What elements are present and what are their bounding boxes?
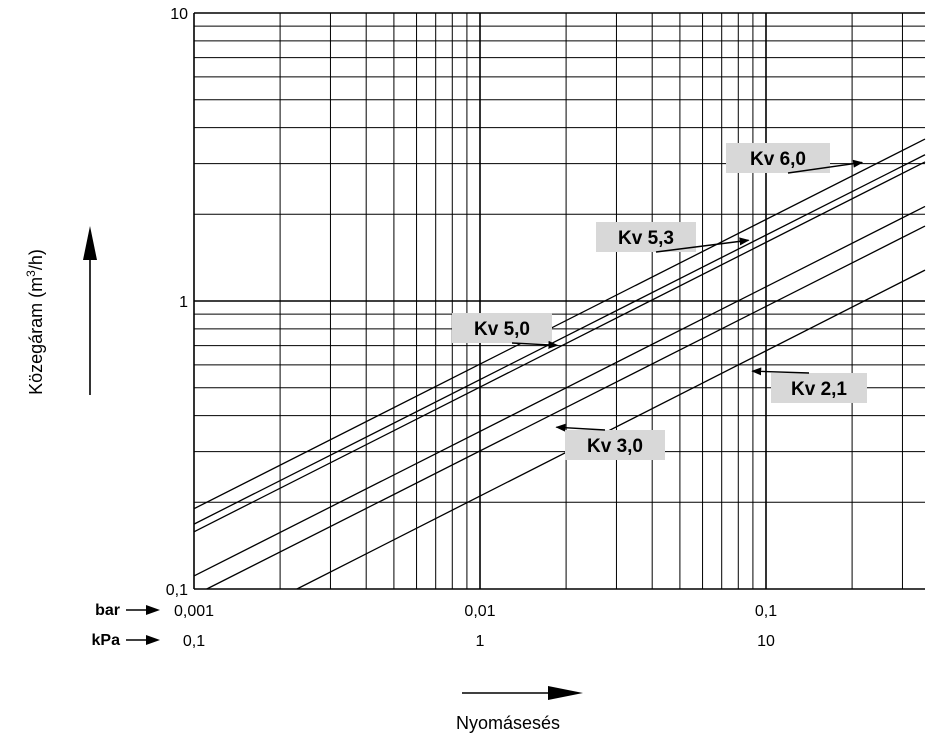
x-axis-arrowhead-icon bbox=[548, 686, 583, 700]
series-label-pointer-icon bbox=[751, 367, 810, 376]
series-line bbox=[296, 269, 926, 590]
series-label-box bbox=[726, 143, 830, 173]
series-label-pointer-icon bbox=[787, 159, 864, 174]
series-label-box bbox=[565, 430, 665, 460]
x-axis-unit-arrowhead-icon bbox=[146, 605, 160, 615]
series-label-pointer-icon bbox=[655, 237, 750, 253]
x-axis-unit-label: bar bbox=[95, 602, 120, 619]
x-tick-label: 10 bbox=[757, 633, 775, 650]
series-label-box bbox=[771, 373, 867, 403]
series-label-box bbox=[452, 313, 552, 343]
series-label-pointer-icon bbox=[511, 340, 559, 349]
series-label-box bbox=[596, 222, 696, 252]
series-lines bbox=[193, 138, 926, 590]
series-line bbox=[193, 161, 926, 533]
series-label-pointer-icon bbox=[555, 423, 606, 432]
grid-lines bbox=[193, 12, 925, 590]
y-axis-title-group: Közegáram (m3/h) bbox=[24, 226, 97, 395]
x-axis-title-group: Nyomásesés bbox=[456, 686, 583, 733]
series-line bbox=[193, 205, 926, 577]
series-label: Kv 5,3 bbox=[618, 228, 674, 249]
x-tick-label: 0,1 bbox=[755, 603, 777, 620]
series-label: Kv 5,0 bbox=[474, 319, 530, 340]
series-label: Kv 6,0 bbox=[750, 149, 806, 170]
y-tick-label: 10 bbox=[170, 6, 188, 23]
x-axis-unit-label: kPa bbox=[92, 632, 121, 649]
series-line bbox=[206, 225, 926, 590]
x-tick-label: 0,1 bbox=[183, 633, 205, 650]
series-line bbox=[193, 154, 926, 525]
series-label: Kv 2,1 bbox=[791, 379, 847, 400]
y-tick-labels: 10 1 0,1 bbox=[166, 6, 188, 599]
series-callouts: Kv 6,0 Kv 5,3 Kv 5,0 Kv 3,0 Kv 2,1 bbox=[452, 143, 867, 460]
x-axis-unit-arrowhead-icon bbox=[146, 635, 160, 645]
y-axis-arrowhead-icon bbox=[83, 226, 97, 260]
x-tick-label: 0,01 bbox=[464, 603, 495, 620]
series-label: Kv 3,0 bbox=[587, 436, 643, 457]
y-tick-label: 1 bbox=[179, 294, 188, 311]
y-tick-label: 0,1 bbox=[166, 582, 188, 599]
x-tick-label: 1 bbox=[476, 633, 485, 650]
y-axis-title: Közegáram (m3/h) bbox=[24, 249, 46, 395]
x-axis-title: Nyomásesés bbox=[456, 713, 560, 733]
x-axis-rows: bar 0,001 0,01 0,1 kPa 0,1 1 10 bbox=[92, 602, 778, 650]
series-line bbox=[193, 138, 926, 510]
x-tick-label: 0,001 bbox=[174, 603, 214, 620]
